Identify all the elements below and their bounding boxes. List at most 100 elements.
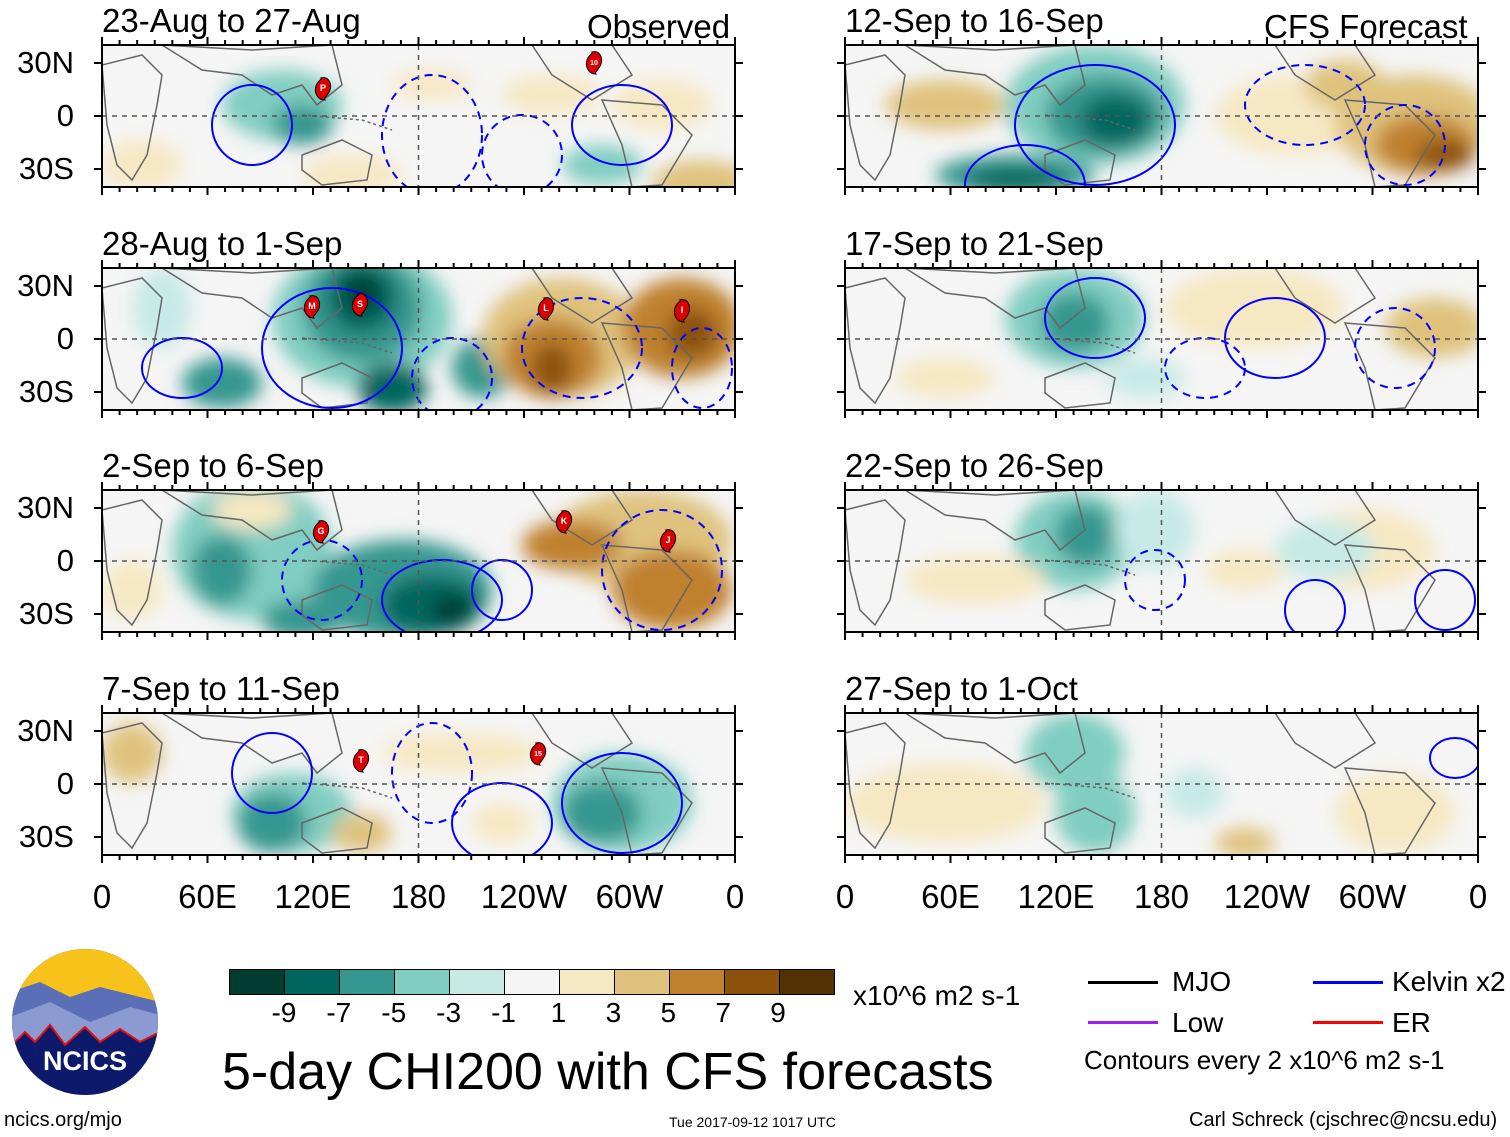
lon-label: 0	[92, 878, 112, 915]
kelvin-contour	[571, 84, 673, 166]
lon-label: 60W	[595, 878, 664, 915]
legend-line-low	[1088, 1021, 1158, 1024]
footer-author: Carl Schreck (cjschrec@ncsu.edu)	[1189, 1109, 1498, 1131]
map-panel	[837, 260, 1486, 418]
kelvin-contour	[411, 337, 493, 410]
lat-label: 30S	[18, 151, 74, 186]
kelvin-contour	[561, 752, 683, 854]
shading-region	[102, 723, 162, 783]
coastlines	[845, 713, 1436, 855]
storm-label: M	[308, 301, 316, 311]
shading-region	[102, 140, 182, 187]
storm-marker: P	[314, 77, 332, 101]
coastlines	[845, 490, 1436, 632]
lat-label: 30N	[17, 713, 74, 748]
kelvin-contour	[211, 84, 293, 166]
logo-text: NCICS	[43, 1046, 127, 1076]
legend-label-er: ER	[1392, 1007, 1431, 1038]
lon-label: 180	[1133, 878, 1190, 915]
lon-label: 180	[390, 878, 447, 915]
kelvin-contour	[1044, 277, 1146, 359]
lon-label: 60W	[1338, 878, 1407, 915]
map-panel: T 15	[94, 705, 743, 863]
shading-region	[302, 155, 402, 187]
lat-label: 30N	[17, 490, 74, 525]
kelvin-contour	[471, 559, 533, 621]
lat-label: 30S	[18, 596, 74, 631]
footer-url[interactable]: ncics.org/mjo	[4, 1109, 122, 1131]
contour-note: Contours every 2 x10^6 m2 s-1	[1084, 1045, 1445, 1075]
storm-label: K	[561, 516, 568, 526]
lon-label: 60E	[921, 878, 980, 915]
lon-label: 120W	[1223, 878, 1311, 915]
colorbar-label: -3	[436, 997, 462, 1028]
shading-region	[905, 555, 1045, 605]
shading-region	[1080, 95, 1150, 145]
legend-label-low: Low	[1172, 1007, 1224, 1038]
storm-label: T	[358, 755, 364, 765]
kelvin-contour	[1354, 307, 1436, 389]
kelvin-contour	[451, 782, 553, 855]
storm-label: I	[681, 305, 684, 315]
shading-region	[262, 600, 342, 632]
shading-region	[965, 168, 1065, 187]
panel-title: 2-Sep to 6-Sep	[102, 447, 324, 484]
storm-label: 10	[590, 60, 598, 67]
shading-region	[192, 535, 252, 605]
coastlines	[102, 268, 693, 410]
kelvin-contour	[601, 509, 723, 631]
kelvin-contour	[521, 297, 643, 399]
storm-label: G	[317, 526, 324, 536]
map-panel: P 10	[94, 37, 743, 195]
forecast-label: CFS Forecast	[1264, 8, 1468, 45]
storm-marker: L	[537, 297, 555, 321]
shading-region	[382, 733, 542, 773]
storm-label: 15	[534, 751, 542, 758]
colorbar-label: -1	[491, 997, 516, 1028]
storm-marker: 15	[529, 742, 547, 766]
storm-marker: S	[351, 293, 369, 317]
kelvin-contour	[1164, 337, 1246, 399]
lon-label: 120E	[1017, 878, 1095, 915]
shading-region	[332, 813, 392, 853]
lat-label: 0	[56, 98, 74, 133]
lon-label: 0	[835, 878, 855, 915]
shading-region	[1205, 550, 1285, 590]
shading-region	[237, 793, 307, 853]
legend-label-mjo: MJO	[1172, 966, 1232, 997]
storm-marker: I	[673, 299, 691, 323]
kelvin-contour	[671, 327, 733, 409]
shading-region	[1215, 828, 1275, 855]
shading-region	[1115, 490, 1195, 570]
lon-label: 120E	[274, 878, 352, 915]
kelvin-contour	[964, 144, 1086, 187]
shading-region	[357, 363, 427, 410]
storm-marker: M	[303, 295, 321, 319]
storm-label: J	[665, 535, 670, 545]
panel-title: 22-Sep to 26-Sep	[845, 447, 1104, 484]
lat-label: 0	[56, 321, 74, 356]
shading-region	[562, 783, 642, 843]
shading-region	[1415, 140, 1475, 170]
colorbar-label: -5	[381, 997, 407, 1028]
shading-region	[1165, 268, 1345, 348]
panel-title: 17-Sep to 21-Sep	[845, 225, 1104, 262]
storm-label: P	[320, 83, 326, 93]
colorbar-label: 7	[715, 997, 731, 1028]
storm-label: L	[543, 303, 549, 313]
map-panel: G K J	[94, 482, 743, 640]
legend-label-kelvin: Kelvin x2	[1392, 966, 1506, 997]
shading-region	[1165, 768, 1225, 818]
shading-region	[895, 358, 995, 398]
shading-region	[1105, 358, 1185, 398]
footer-timestamp: Tue 2017-09-12 1017 UTC	[669, 1114, 836, 1130]
panel-title: 28-Aug to 1-Sep	[102, 225, 343, 262]
kelvin-contour	[381, 559, 503, 632]
lon-label: 120W	[480, 878, 568, 915]
colorbar-swatch	[505, 970, 560, 994]
lat-label: 30S	[18, 374, 74, 409]
colorbar-label: 5	[660, 997, 677, 1028]
shading-region	[1055, 505, 1115, 565]
storm-label: S	[357, 299, 363, 309]
